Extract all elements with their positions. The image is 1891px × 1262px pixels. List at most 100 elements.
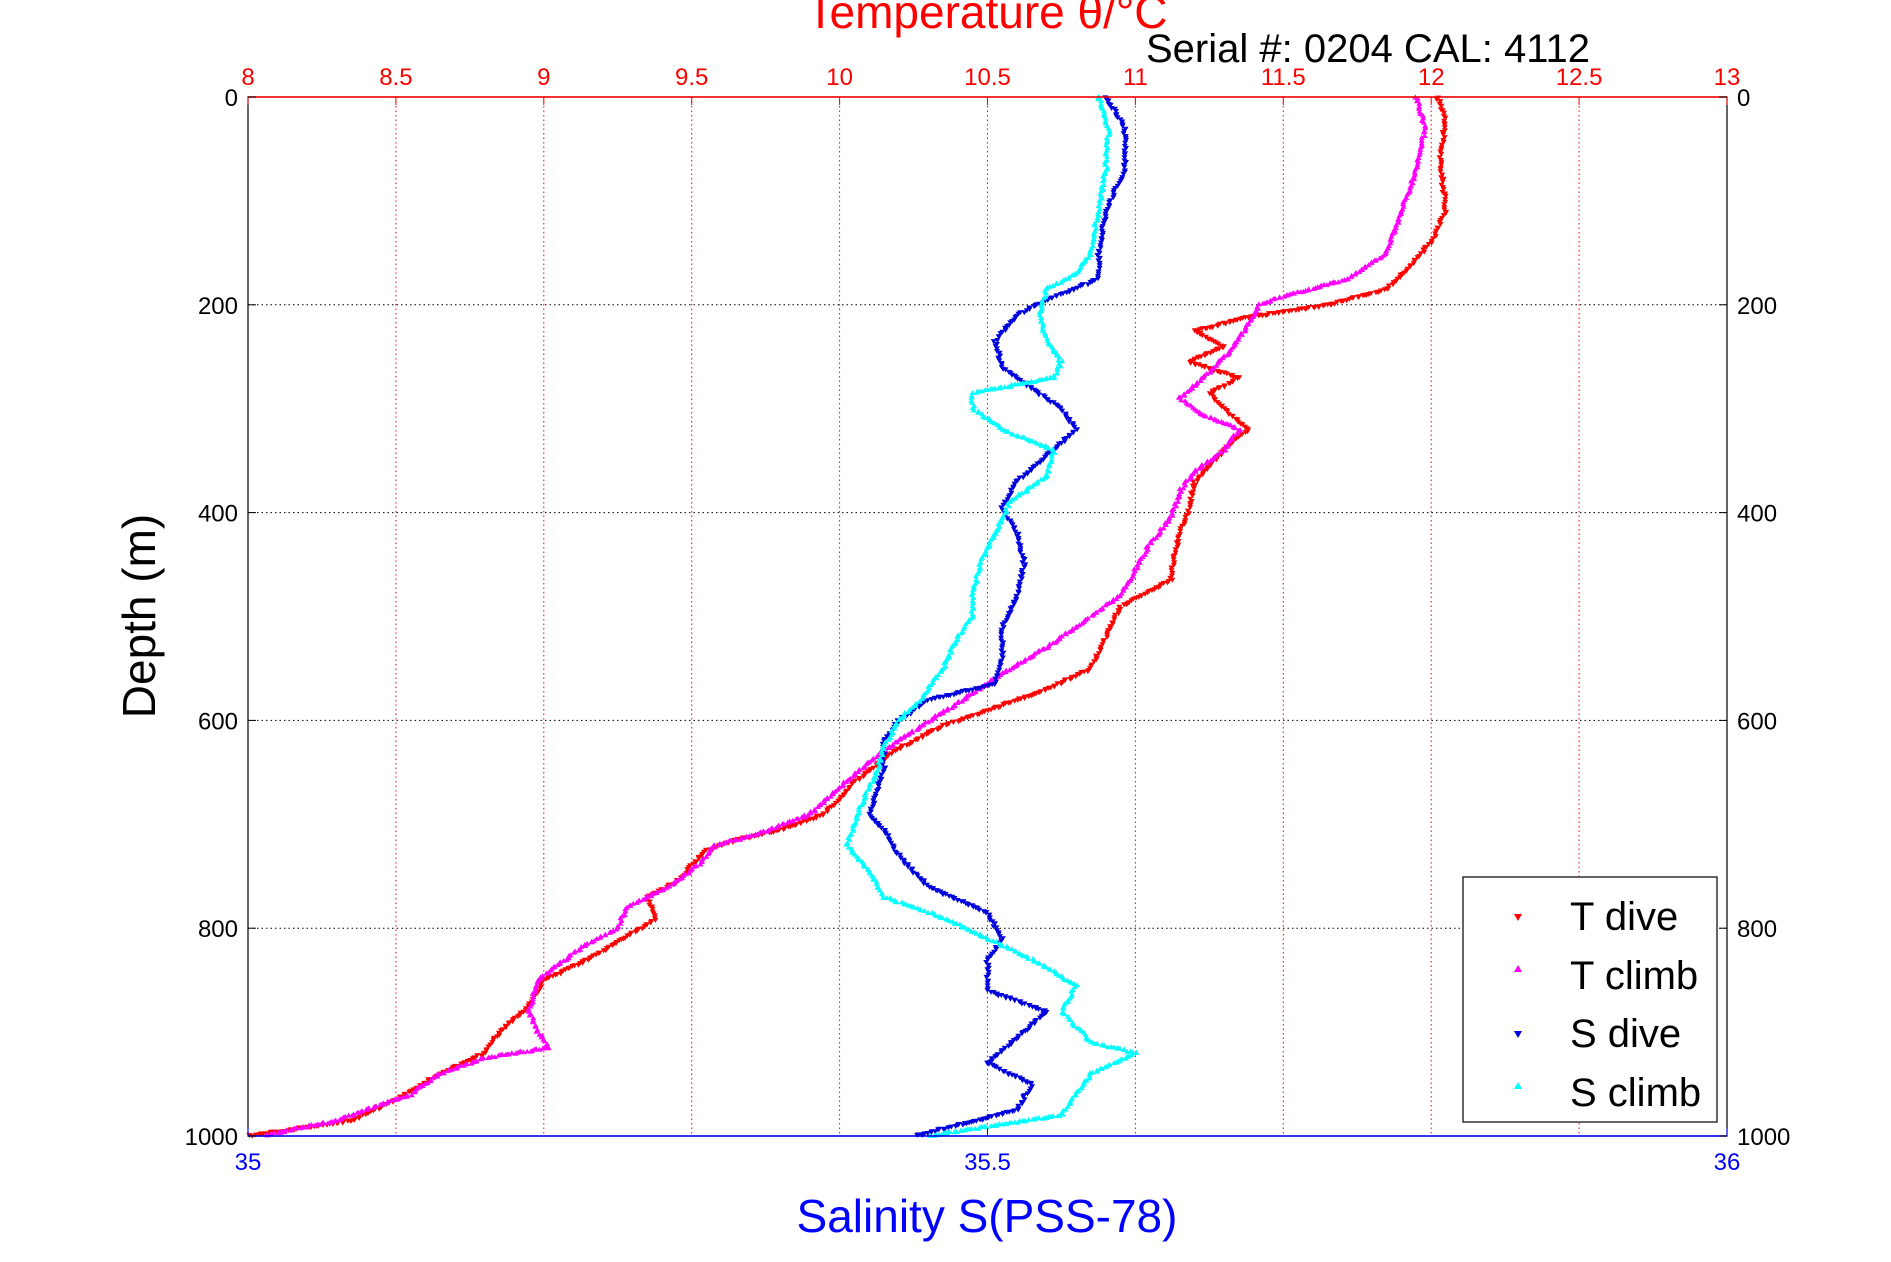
data-point [1055,357,1062,363]
data-point [1007,606,1014,612]
data-point [948,649,955,655]
data-point [1400,201,1407,207]
data-point [1054,681,1061,687]
data-point [1286,309,1292,315]
data-point [990,339,997,345]
data-point [1422,125,1429,131]
data-point [319,1120,326,1126]
data-point [649,906,656,912]
data-point [1102,208,1109,214]
data-point [1100,639,1107,645]
data-point [865,786,872,792]
data-point [1086,1072,1093,1078]
data-point [873,878,880,884]
data-point [1022,472,1028,478]
data-point [958,630,965,636]
data-point [1071,1023,1078,1029]
data-point [900,734,907,740]
data-point [1018,490,1025,496]
data-point [930,886,937,892]
data-point [1218,404,1225,410]
data-point [914,726,921,732]
data-point [909,704,916,710]
data-point [1130,570,1137,576]
data-point [1025,955,1032,961]
data-point [1103,139,1110,145]
data-point [1053,280,1060,286]
data-point [870,874,877,880]
data-point [901,712,908,717]
data-point [1002,328,1009,333]
data-point [986,917,993,923]
data-point [1438,151,1445,157]
data-point [953,920,960,926]
data-point [1050,640,1057,646]
data-point [935,694,942,700]
data-point [1122,1055,1129,1061]
data-point [920,692,927,697]
data-point [1016,475,1023,481]
data-point [505,1021,512,1027]
bottom-axis-tick-label: 35.5 [964,1149,1011,1176]
data-point [1417,251,1424,257]
data-point [993,527,1000,533]
data-point [1093,1068,1100,1074]
data-point [1168,565,1175,571]
data-point [663,885,670,891]
data-point [1441,110,1447,116]
data-point [1061,439,1068,445]
data-point [924,688,931,694]
top-axis-tick-label: 8 [241,64,254,91]
data-point [879,891,885,897]
top-axis-tick-label: 10 [826,64,853,91]
data-point [1355,295,1362,300]
data-point [1102,161,1109,167]
data-point [1112,612,1118,618]
data-point [288,1127,294,1133]
data-point [1192,468,1199,474]
data-point [951,1129,958,1135]
data-point [1001,1069,1008,1075]
data-point [1407,184,1414,190]
data-point [1115,611,1122,617]
right-axis-tick-label: 800 [1737,916,1777,943]
data-point [1002,510,1009,516]
data-point [560,957,567,963]
data-point [1119,123,1126,129]
data-point [588,939,595,945]
series-t-climb [263,94,1429,1138]
top-axis-tick-label: 9.5 [675,64,708,91]
data-point [1242,324,1249,330]
data-point [1144,590,1151,596]
data-point [1054,370,1061,376]
right-axis-tick-label: 0 [1737,85,1750,112]
data-point [995,355,1002,361]
data-point [1028,1081,1035,1087]
data-point [1006,1119,1013,1125]
data-point [983,974,990,980]
data-point [1025,1116,1032,1122]
data-point [354,1110,361,1116]
data-point [1134,565,1141,571]
data-point [855,857,862,862]
data-point [933,675,940,681]
data-point [1002,995,1009,1001]
data-point [388,1097,395,1103]
data-point [824,809,831,815]
data-point [1207,463,1214,469]
data-point [1066,434,1073,440]
data-point [919,735,926,741]
legend-item-s-dive: S dive [1514,1012,1681,1056]
data-point [1036,960,1043,966]
grid [248,97,1727,1136]
data-point [646,899,653,905]
data-point [1070,430,1076,436]
data-point [1203,413,1209,419]
data-point [924,909,931,915]
data-point [848,781,855,787]
data-point [1396,212,1403,218]
data-point [1102,115,1109,121]
data-point [970,600,976,606]
data-point [990,532,997,538]
data-point [1199,472,1206,478]
